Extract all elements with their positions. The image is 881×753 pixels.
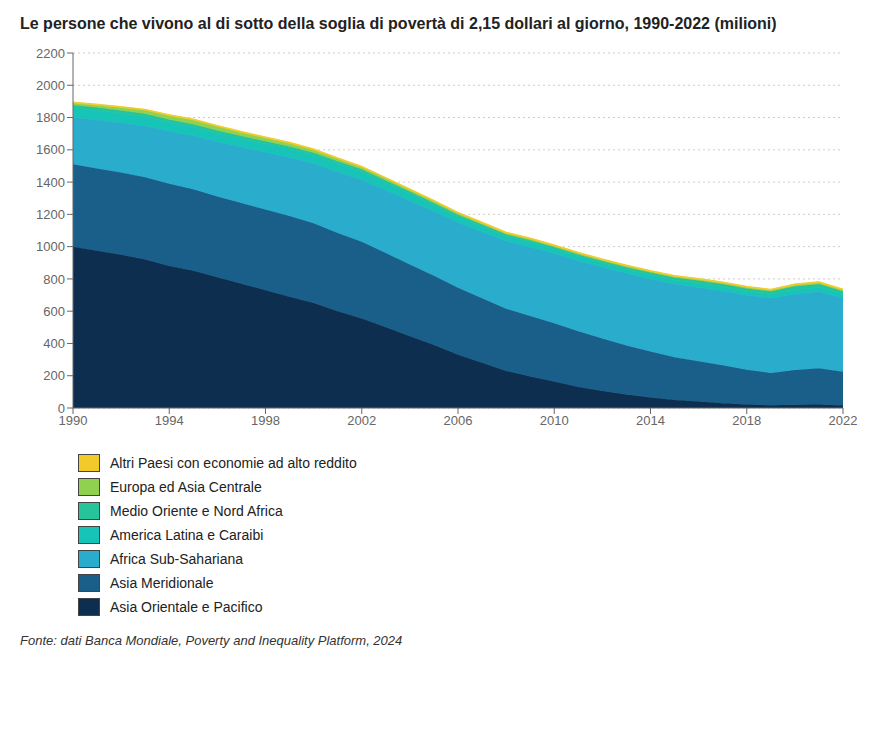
svg-text:800: 800 xyxy=(43,271,65,286)
svg-text:1800: 1800 xyxy=(36,110,65,125)
svg-text:2006: 2006 xyxy=(444,413,473,428)
html-text:Fonte: dati Banca Mondiale, Po: Fonte: dati Banca Mondiale, Poverty and … xyxy=(20,632,403,648)
svg-text:1990: 1990 xyxy=(58,413,88,428)
svg-text:1000: 1000 xyxy=(36,239,65,254)
svg-text:2000: 2000 xyxy=(36,78,65,93)
svg-text:600: 600 xyxy=(43,304,65,319)
html-text:Altri Paesi con economie ad al: Altri Paesi con economie ad alto reddito xyxy=(110,454,357,471)
svg-text:2022: 2022 xyxy=(829,413,858,428)
svg-text:2018: 2018 xyxy=(732,413,761,428)
svg-text:0: 0 xyxy=(58,400,65,415)
svg-text:2200: 2200 xyxy=(36,45,65,60)
html-text:Europa ed Asia Centrale: Europa ed Asia Centrale xyxy=(110,478,262,495)
svg-text:1994: 1994 xyxy=(155,413,184,428)
html-text:Medio Oriente e Nord Africa: Medio Oriente e Nord Africa xyxy=(110,502,283,519)
svg-text:2010: 2010 xyxy=(540,413,569,428)
svg-text:200: 200 xyxy=(43,368,65,383)
svg-text:1600: 1600 xyxy=(36,142,65,157)
svg-text:1200: 1200 xyxy=(36,207,65,222)
html-text:Africa Sub-Sahariana: Africa Sub-Sahariana xyxy=(110,550,244,567)
html-text:America Latina e Caraibi: America Latina e Caraibi xyxy=(110,526,264,543)
svg-text:400: 400 xyxy=(43,336,65,351)
html-text:Le persone che vivono al di so: Le persone che vivono al di sotto della … xyxy=(20,15,777,32)
html-text:Asia Orientale e Pacifico: Asia Orientale e Pacifico xyxy=(110,598,263,615)
html-text:Asia Meridionale: Asia Meridionale xyxy=(110,574,214,591)
svg-text:2002: 2002 xyxy=(347,413,376,428)
svg-text:2014: 2014 xyxy=(636,413,665,428)
svg-text:1998: 1998 xyxy=(251,413,280,428)
svg-text:1400: 1400 xyxy=(36,175,65,190)
